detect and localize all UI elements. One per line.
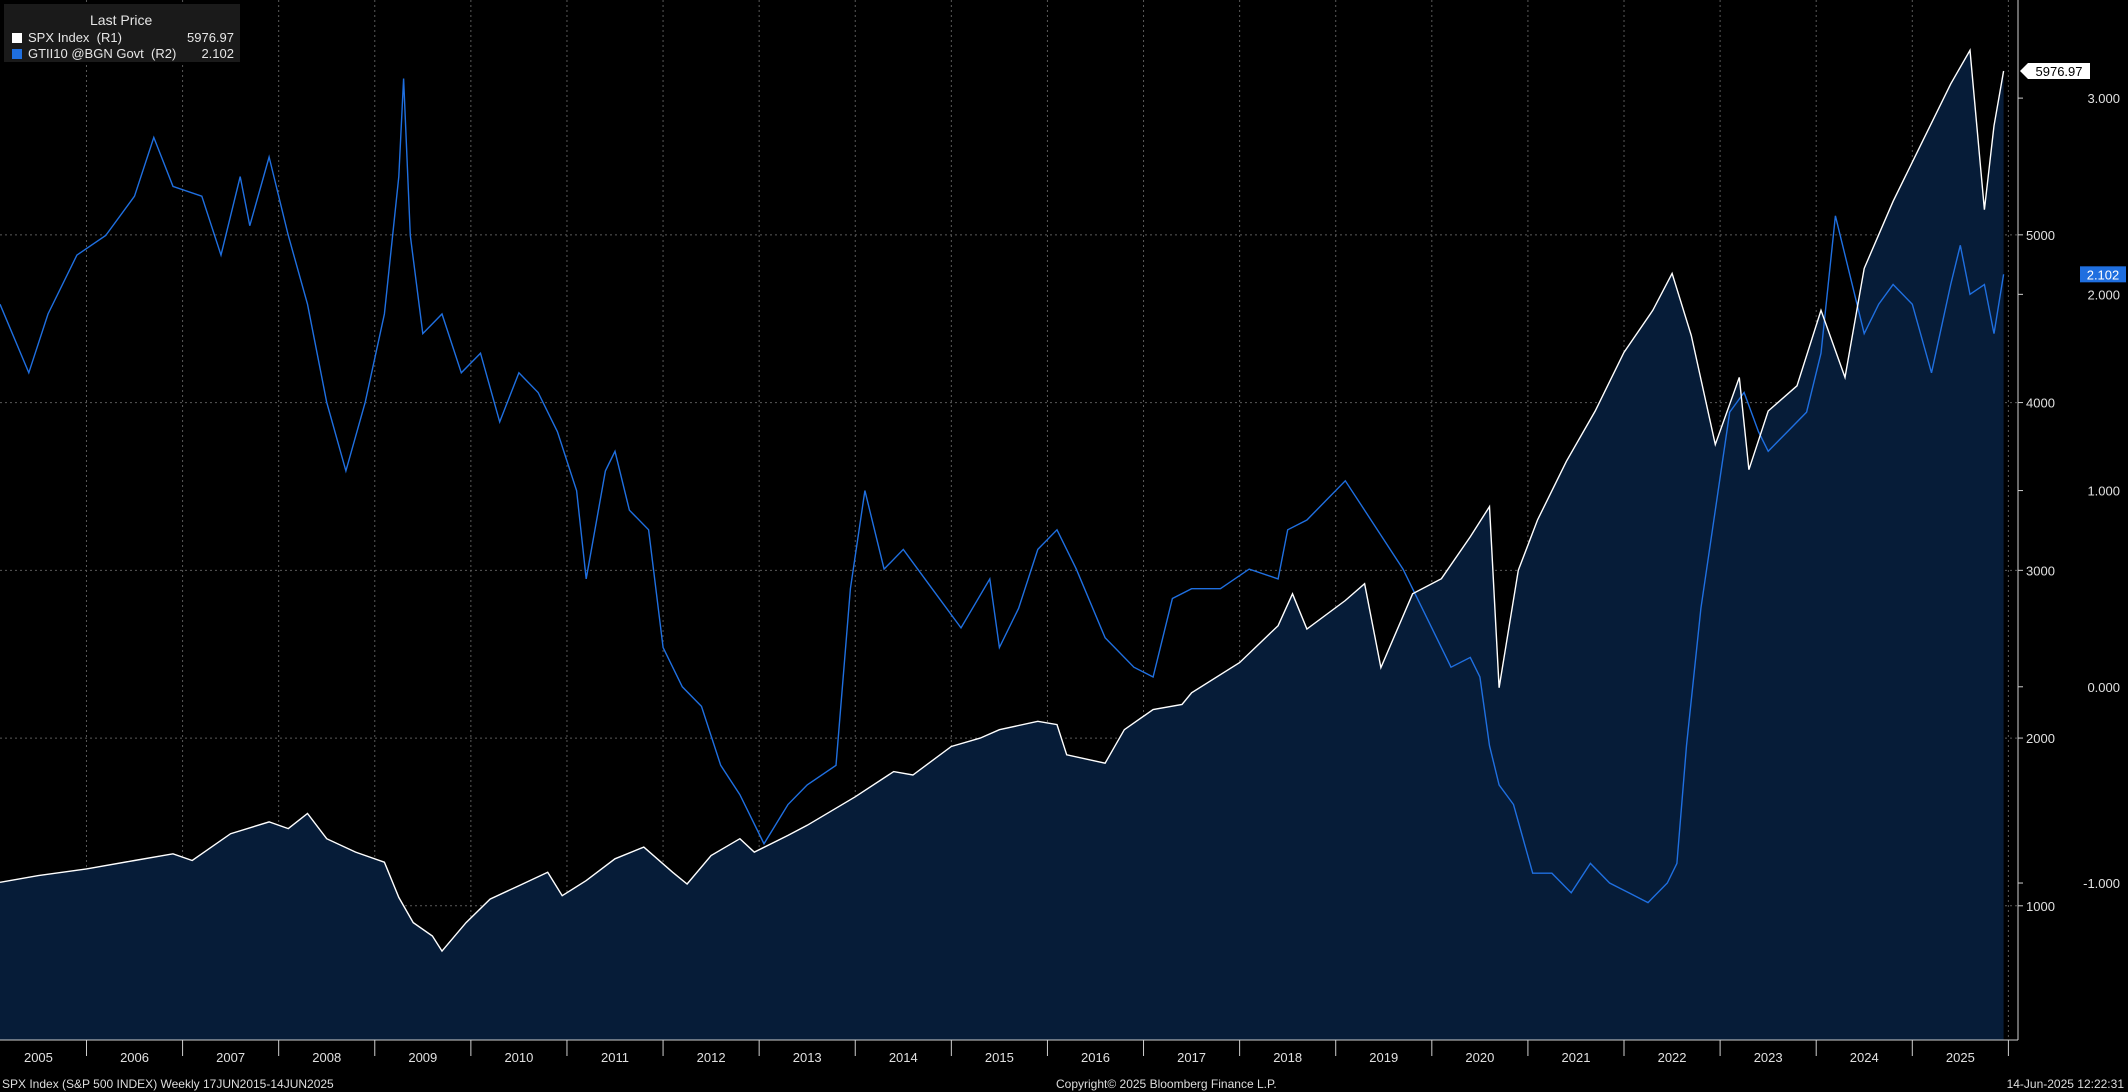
- legend-box: Last Price SPX Index (R1) 5976.97 GTII10…: [4, 4, 240, 62]
- x-tick-label: 2021: [1562, 1050, 1591, 1065]
- tips-last-value-tag: [2080, 266, 2126, 283]
- x-tick-label: 2005: [24, 1050, 53, 1065]
- legend-name-spx: SPX Index (R1): [28, 30, 122, 45]
- x-tick-label: 2015: [985, 1050, 1014, 1065]
- r1-tick-label: 1000: [2026, 899, 2055, 914]
- tips-last-value-label: 2.102: [2087, 267, 2120, 282]
- r2-tick-label: 3.000: [2087, 91, 2120, 106]
- x-tick-label: 2016: [1081, 1050, 1110, 1065]
- x-tick-label: 2019: [1369, 1050, 1398, 1065]
- r1-tick-label: 5000: [2026, 228, 2055, 243]
- x-tick-label: 2022: [1658, 1050, 1687, 1065]
- spx-series-line: [0, 48, 2005, 953]
- chart-axes: [0, 0, 2019, 1041]
- r2-tick-label: 1.000: [2087, 484, 2120, 499]
- r1-tick-label: 3000: [2026, 563, 2055, 578]
- x-tick-label: 2011: [601, 1050, 629, 1065]
- legend-header: Last Price: [90, 12, 153, 28]
- x-tick-label: 2025: [1946, 1050, 1975, 1065]
- r2-tick-label: 2.000: [2087, 287, 2120, 302]
- r1-axis-ticks: 1000 2000 3000 4000 5000: [2018, 228, 2055, 914]
- footer-copyright: Copyright© 2025 Bloomberg Finance L.P.: [1056, 1077, 1277, 1091]
- r1-tick-label: 2000: [2026, 731, 2055, 746]
- r2-tick-label: 0.000: [2087, 680, 2120, 695]
- r2-tick-label: -1.000: [2083, 876, 2120, 891]
- legend-value-spx: 5976.97: [187, 30, 234, 45]
- footer-timestamp: 14-Jun-2025 12:22:31: [2006, 1077, 2124, 1091]
- r1-tick-label: 4000: [2026, 396, 2055, 411]
- x-tick-label: 2009: [408, 1050, 437, 1065]
- x-tick-label: 2018: [1273, 1050, 1302, 1065]
- legend-value-tips: 2.102: [201, 46, 234, 61]
- footer-security-info: SPX Index (S&P 500 INDEX) Weekly 17JUN20…: [2, 1077, 334, 1091]
- tips-series-line: [0, 78, 2005, 904]
- footer-bar: SPX Index (S&P 500 INDEX) Weekly 17JUN20…: [0, 1076, 2128, 1092]
- r2-axis-ticks: -1.000 0.000 1.000 2.000 3.000: [2018, 91, 2120, 891]
- legend-swatch-tips: [12, 49, 22, 59]
- legend-item-tips[interactable]: GTII10 @BGN Govt (R2) 2.102: [12, 46, 240, 62]
- x-tick-label: 2013: [793, 1050, 822, 1065]
- x-tick-label: 2008: [312, 1050, 341, 1065]
- legend-name-tips: GTII10 @BGN Govt (R2): [28, 46, 177, 61]
- spx-last-value-tag: [2020, 62, 2090, 79]
- x-tick-label: 2017: [1177, 1050, 1206, 1065]
- x-axis-ticks: 2005 2006 2007 2008 2009 2010 2011 2012 2013 2014…: [24, 1040, 2009, 1065]
- x-tick-label: 2024: [1850, 1050, 1879, 1065]
- x-tick-label: 2006: [120, 1050, 149, 1065]
- x-tick-label: 2020: [1465, 1050, 1494, 1065]
- x-tick-label: 2010: [504, 1050, 533, 1065]
- spx-last-value-label: 5976.97: [2036, 64, 2083, 79]
- last-value-labels: 5976.97 2.102: [2020, 62, 2126, 283]
- spx-area-fill: [0, 50, 2004, 1041]
- legend-swatch-spx: [12, 33, 22, 43]
- x-tick-label: 2007: [216, 1050, 245, 1065]
- x-tick-label: 2023: [1754, 1050, 1783, 1065]
- x-tick-label: 2012: [697, 1050, 726, 1065]
- x-tick-label: 2014: [889, 1050, 918, 1065]
- legend-item-spx[interactable]: SPX Index (R1) 5976.97: [12, 30, 240, 46]
